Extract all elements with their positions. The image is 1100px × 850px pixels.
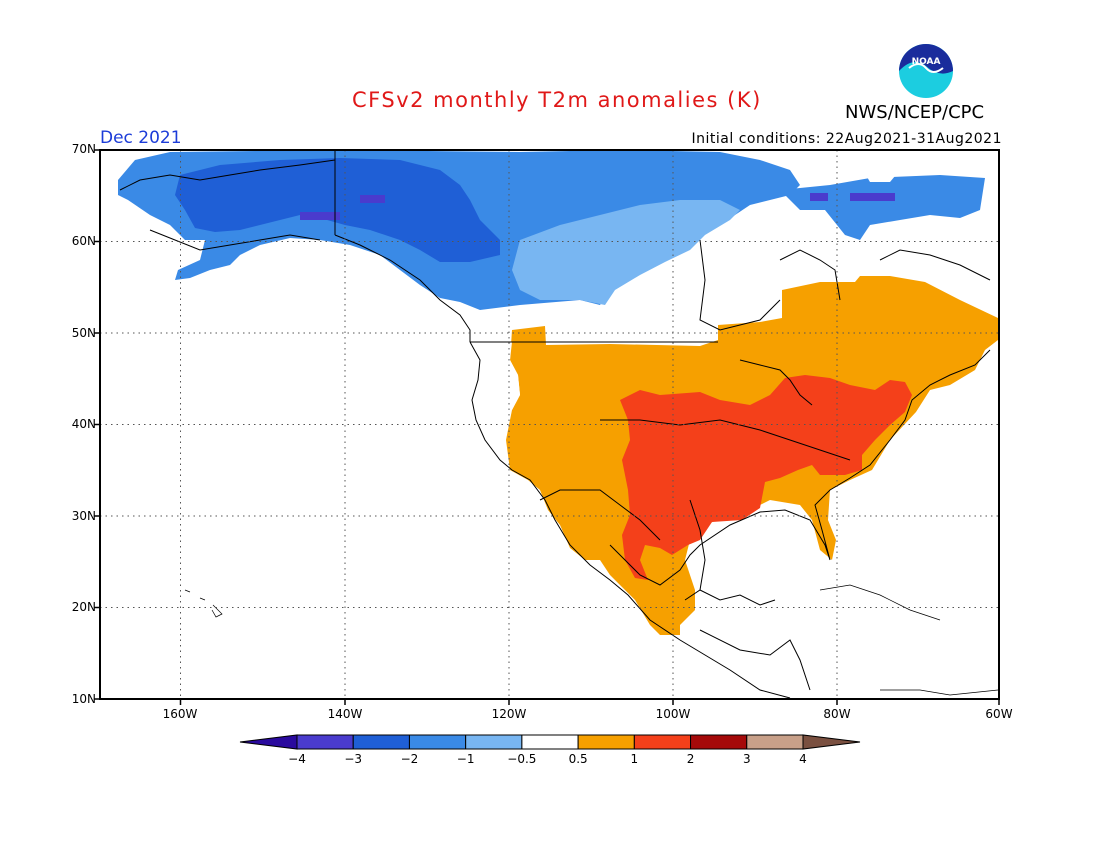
anomaly-patch-purple bbox=[810, 193, 828, 201]
colorbar bbox=[239, 734, 861, 750]
colorbar-arrow-low bbox=[239, 734, 298, 750]
colorbar-swatch bbox=[746, 734, 804, 750]
colorbar-tick-label: −0.5 bbox=[507, 752, 537, 766]
colorbar-tick-label: 0.5 bbox=[568, 752, 588, 766]
lon-label: 140W bbox=[327, 707, 363, 721]
colorbar-swatch bbox=[633, 734, 692, 750]
colorbar-swatch bbox=[408, 734, 467, 750]
lon-label: 60W bbox=[985, 707, 1013, 721]
colorbar-swatch bbox=[465, 734, 523, 750]
agency-label: NWS/NCEP/CPC bbox=[845, 102, 985, 123]
lat-label: 10N bbox=[71, 692, 96, 706]
lat-label: 30N bbox=[71, 509, 96, 523]
lon-label: 160W bbox=[162, 707, 198, 721]
noaa-logo: NOAA bbox=[896, 41, 956, 101]
lat-label: 60N bbox=[71, 234, 96, 248]
colorbar-swatch bbox=[521, 734, 579, 750]
colorbar-swatch bbox=[577, 734, 635, 750]
colorbar-tick-label: −4 bbox=[288, 752, 306, 766]
lat-label: 50N bbox=[71, 326, 96, 340]
colorbar-tick-label: 1 bbox=[630, 752, 639, 766]
coastlines bbox=[119, 150, 991, 699]
colorbar-swatch bbox=[352, 734, 410, 750]
islands bbox=[184, 584, 999, 696]
anomaly-region-lightblue bbox=[512, 200, 740, 305]
anomaly-region-darkblue bbox=[175, 158, 500, 262]
colorbar-swatch bbox=[296, 734, 354, 750]
anomaly-patch-purple bbox=[300, 212, 340, 220]
colorbar-tick-label: −2 bbox=[400, 752, 419, 766]
lon-label: 120W bbox=[491, 707, 527, 721]
forecast-month: Dec 2021 bbox=[100, 128, 182, 148]
lat-label: 70N bbox=[71, 142, 96, 156]
chart-title: CFSv2 monthly T2m anomalies (K) bbox=[352, 88, 762, 112]
colorbar-tick-label: −1 bbox=[456, 752, 475, 766]
graticule bbox=[100, 150, 999, 699]
lat-label: 20N bbox=[71, 600, 96, 614]
anomaly-patch-purple bbox=[360, 195, 385, 203]
anomaly-region-red bbox=[620, 375, 912, 580]
colorbar-tick-label: 3 bbox=[742, 752, 751, 766]
colorbar-tick-label: 4 bbox=[799, 752, 807, 766]
colorbar-swatch bbox=[690, 734, 748, 750]
colorbar-tick-label: −3 bbox=[344, 752, 363, 766]
noaa-logo-text: NOAA bbox=[912, 57, 941, 67]
lon-label: 80W bbox=[823, 707, 851, 721]
colorbar-tick-label: 2 bbox=[686, 752, 695, 766]
initial-conditions: Initial conditions: 22Aug2021-31Aug2021 bbox=[691, 131, 1002, 147]
anomaly-region-ne-blue bbox=[780, 175, 985, 240]
lon-label: 100W bbox=[655, 707, 691, 721]
anomaly-patch-purple bbox=[850, 193, 895, 201]
colorbar-arrow-high bbox=[802, 734, 861, 750]
lat-label: 40N bbox=[71, 417, 96, 431]
axis-ticks bbox=[94, 149, 1000, 705]
